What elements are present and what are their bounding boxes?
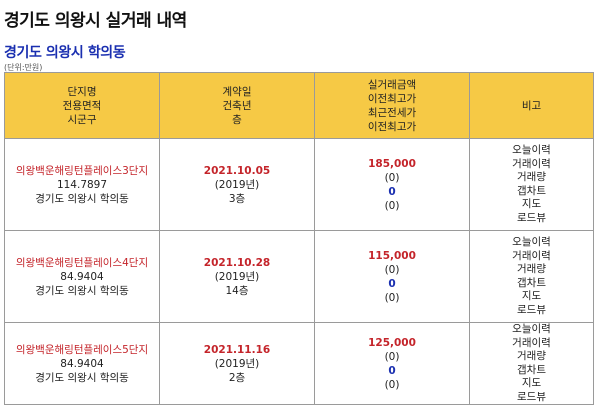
previous-high: (0) [384,171,400,184]
trade-history-link[interactable]: 거래이력 [512,336,551,349]
contract-cell: 2021.10.28 (2019년) 14층 [159,230,315,323]
header-price: 실거래금액 이전최고가 최근전세가 이전최고가 [314,72,470,139]
recent-jeonse: 0 [388,277,396,290]
gap-chart-link[interactable]: 갭차트 [517,363,546,376]
contract-date: 2021.10.28 [203,256,271,269]
header-label: 이전최고가 [367,92,417,105]
table-row: 의왕백운해링턴플레이스4단지 84.9404 경기도 의왕시 학의동 2021.… [4,230,594,323]
complex-name: 의왕백운해링턴플레이스5단지 [15,343,149,356]
unit-note: (단위:만원) [4,63,43,72]
gap-chart-link[interactable]: 갭차트 [517,276,546,289]
contract-date: 2021.10.05 [203,164,271,177]
gap-chart-link[interactable]: 갭차트 [517,184,546,197]
header-label: 단지명 [67,85,97,98]
notes-cell: 오늘이력 거래이력 거래량 갭차트 지도 로드뷰 [469,138,594,231]
jeonse-previous-high: (0) [384,378,400,391]
complex-name: 의왕백운해링턴플레이스4단지 [15,256,149,269]
previous-high: (0) [384,263,400,276]
page-title: 경기도 의왕시 실거래 내역 [4,11,187,31]
road-view-link[interactable]: 로드뷰 [517,303,546,316]
district-value: 경기도 의왕시 학의동 [35,284,129,297]
today-history-link[interactable]: 오늘이력 [512,144,551,156]
price-cell: 125,000 (0) 0 (0) [314,322,470,405]
table-row: 의왕백운해링턴플레이스3단지 114.7897 경기도 의왕시 학의동 2021… [4,138,594,231]
header-label: 비고 [521,99,542,112]
previous-high: (0) [384,350,400,363]
notes-cell: 오늘이력 거래이력 거래량 갭차트 지도 로드뷰 [469,230,594,323]
deal-price: 185,000 [368,157,416,170]
price-cell: 185,000 (0) 0 (0) [314,138,470,231]
jeonse-previous-high: (0) [384,199,400,212]
area-value: 84.9404 [60,270,104,283]
trade-volume-link[interactable]: 거래량 [517,171,546,183]
built-year: (2019년) [214,270,260,283]
map-link[interactable]: 지도 [521,290,542,302]
header-complex: 단지명 전용면적 시군구 [4,72,160,139]
recent-jeonse: 0 [388,185,396,198]
deal-price: 115,000 [368,249,416,262]
header-notes: 비고 [469,72,594,139]
header-label: 실거래금액 [367,78,417,91]
district-value: 경기도 의왕시 학의동 [35,192,129,205]
header-label: 이전최고가 [367,120,417,133]
region-title: 경기도 의왕시 학의동 [4,45,126,61]
deal-price: 125,000 [368,336,416,349]
floor-value: 2층 [228,371,246,384]
area-value: 114.7897 [56,178,108,191]
road-view-link[interactable]: 로드뷰 [517,211,546,224]
table-row: 의왕백운해링턴플레이스5단지 84.9404 경기도 의왕시 학의동 2021.… [4,322,594,405]
header-label: 최근전세가 [367,106,417,119]
transactions-table: 단지명 전용면적 시군구 계약일 건축년 층 실거래금액 이전최고가 최근전세가… [4,72,594,405]
district-value: 경기도 의왕시 학의동 [35,371,129,384]
complex-cell: 의왕백운해링턴플레이스3단지 114.7897 경기도 의왕시 학의동 [4,138,160,231]
header-label: 전용면적 [62,99,102,112]
complex-name: 의왕백운해링턴플레이스3단지 [15,164,149,177]
jeonse-previous-high: (0) [384,291,400,304]
built-year: (2019년) [214,178,260,191]
header-label: 계약일 [222,85,252,98]
map-link[interactable]: 지도 [521,198,542,210]
header-contract: 계약일 건축년 층 [159,72,315,139]
complex-cell: 의왕백운해링턴플레이스4단지 84.9404 경기도 의왕시 학의동 [4,230,160,323]
today-history-link[interactable]: 오늘이력 [512,323,551,335]
road-view-link[interactable]: 로드뷰 [517,390,546,403]
recent-jeonse: 0 [388,364,396,377]
contract-cell: 2021.10.05 (2019년) 3층 [159,138,315,231]
header-label: 층 [232,113,242,126]
floor-value: 3층 [228,192,246,205]
complex-cell: 의왕백운해링턴플레이스5단지 84.9404 경기도 의왕시 학의동 [4,322,160,405]
header-label: 건축년 [222,99,252,112]
table-header-row: 단지명 전용면적 시군구 계약일 건축년 층 실거래금액 이전최고가 최근전세가… [4,72,594,139]
trade-history-link[interactable]: 거래이력 [512,249,551,262]
contract-date: 2021.11.16 [203,343,271,356]
notes-cell: 오늘이력 거래이력 거래량 갭차트 지도 로드뷰 [469,322,594,405]
today-history-link[interactable]: 오늘이력 [512,236,551,248]
price-cell: 115,000 (0) 0 (0) [314,230,470,323]
trade-volume-link[interactable]: 거래량 [517,350,546,362]
map-link[interactable]: 지도 [521,377,542,389]
trade-history-link[interactable]: 거래이력 [512,157,551,170]
contract-cell: 2021.11.16 (2019년) 2층 [159,322,315,405]
area-value: 84.9404 [60,357,104,370]
built-year: (2019년) [214,357,260,370]
header-label: 시군구 [67,113,97,126]
floor-value: 14층 [225,284,249,297]
trade-volume-link[interactable]: 거래량 [517,263,546,275]
